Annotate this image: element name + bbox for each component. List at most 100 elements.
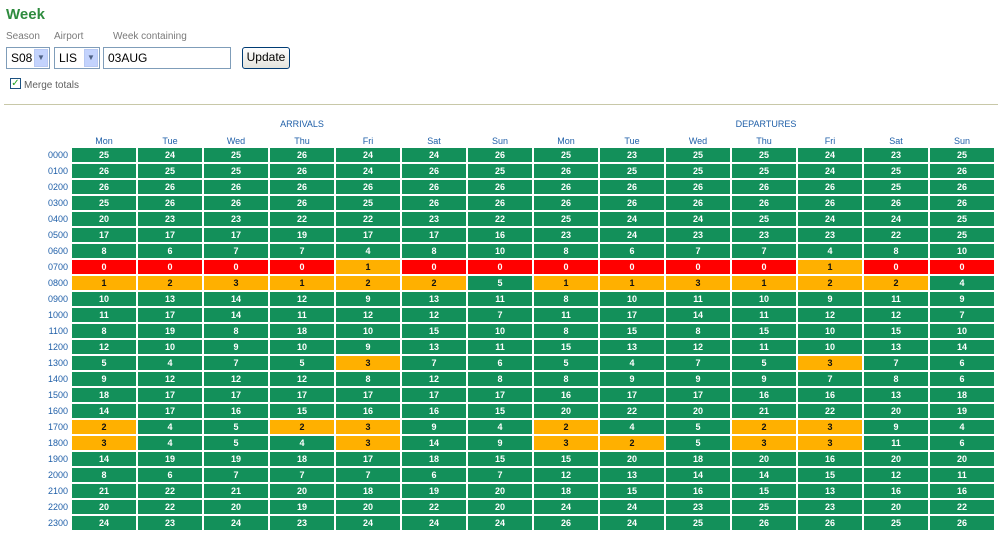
slot-cell: 4 <box>798 244 862 258</box>
slot-cell: 12 <box>864 468 928 482</box>
airport-select[interactable]: LIS ▼ <box>54 47 100 69</box>
slot-cell: 9 <box>72 372 136 386</box>
slot-cell: 10 <box>336 324 400 338</box>
season-select[interactable]: S08 ▼ <box>6 47 50 69</box>
slot-cell: 0 <box>138 260 202 274</box>
slot-cell: 26 <box>930 196 994 210</box>
slot-cell: 0 <box>666 260 730 274</box>
slot-cell: 18 <box>534 484 598 498</box>
slot-cell: 7 <box>732 244 796 258</box>
day-header: Fri <box>362 135 374 146</box>
slot-cell: 12 <box>402 372 466 386</box>
update-button[interactable]: Update <box>242 47 290 69</box>
slot-cell: 26 <box>204 180 268 194</box>
slot-cell: 14 <box>732 468 796 482</box>
slot-cell: 10 <box>468 324 532 338</box>
table-row: 0600 8 6 7 7 4 8 10 8 6 7 7 4 8 10 <box>40 244 994 258</box>
slot-cell: 2 <box>600 436 664 450</box>
slot-cell: 15 <box>732 324 796 338</box>
slot-cell: 8 <box>864 244 928 258</box>
table-row: 0000 25 24 25 26 24 24 26 25 23 25 25 24 23 25 <box>40 148 994 162</box>
table-row: 0200 26 26 26 26 26 26 26 26 26 26 26 26 25 26 <box>40 180 994 194</box>
slot-cell: 4 <box>336 244 400 258</box>
slot-cell: 18 <box>666 452 730 466</box>
slot-cell: 7 <box>336 468 400 482</box>
day-header: Tue <box>624 135 640 146</box>
time-label: 0800 <box>47 278 68 288</box>
slot-cell: 24 <box>402 148 466 162</box>
slot-cell: 16 <box>336 404 400 418</box>
slot-cell: 11 <box>468 340 532 354</box>
slot-cell: 8 <box>534 292 598 306</box>
slot-cell: 13 <box>798 484 862 498</box>
season-label: Season <box>6 31 40 42</box>
merge-totals-checkbox[interactable]: ✓ <box>10 78 21 89</box>
slot-cell: 3 <box>666 276 730 290</box>
slot-cell: 0 <box>72 260 136 274</box>
slot-cell: 12 <box>336 308 400 322</box>
slot-cell: 2 <box>798 276 862 290</box>
table-row: 1800 3 4 5 4 3 14 9 3 2 5 3 3 11 6 <box>40 436 994 450</box>
slot-cell: 26 <box>534 196 598 210</box>
slot-cell: 7 <box>204 468 268 482</box>
slot-cell: 23 <box>732 228 796 242</box>
slot-cell: 16 <box>798 452 862 466</box>
slot-cell: 7 <box>468 308 532 322</box>
time-label: 2300 <box>47 518 68 528</box>
day-header: Wed <box>688 135 708 146</box>
slot-cell: 0 <box>600 260 664 274</box>
slot-cell: 17 <box>72 228 136 242</box>
slot-cell: 19 <box>138 452 202 466</box>
day-header: Thu <box>756 135 772 146</box>
chevron-down-icon[interactable]: ▼ <box>84 49 98 67</box>
day-header: Mon <box>95 135 113 146</box>
slot-cell: 17 <box>204 388 268 402</box>
slot-cell: 17 <box>138 388 202 402</box>
slot-cell: 4 <box>930 420 994 434</box>
slot-cell: 2 <box>336 276 400 290</box>
slot-cell: 24 <box>864 212 928 226</box>
slot-cell: 21 <box>732 404 796 418</box>
slot-cell: 9 <box>402 420 466 434</box>
week-input[interactable]: 03AUG <box>103 47 231 69</box>
slot-cell: 8 <box>864 372 928 386</box>
slot-cell: 16 <box>534 388 598 402</box>
day-header: Tue <box>162 135 178 146</box>
slot-cell: 12 <box>666 340 730 354</box>
slot-cell: 26 <box>204 196 268 210</box>
slot-cell: 21 <box>204 484 268 498</box>
slot-cell: 7 <box>666 356 730 370</box>
slot-cell: 26 <box>270 164 334 178</box>
slot-cell: 8 <box>534 324 598 338</box>
slot-cell: 10 <box>930 244 994 258</box>
slot-cell: 16 <box>402 404 466 418</box>
slot-cell: 26 <box>732 180 796 194</box>
slot-cell: 26 <box>270 148 334 162</box>
slot-cell: 13 <box>864 388 928 402</box>
slot-cell: 17 <box>402 388 466 402</box>
slot-cell: 19 <box>138 324 202 338</box>
slot-cell: 5 <box>666 420 730 434</box>
slot-cell: 25 <box>930 148 994 162</box>
slot-cell: 26 <box>270 180 334 194</box>
slot-cell: 23 <box>138 212 202 226</box>
chevron-down-icon[interactable]: ▼ <box>34 49 48 67</box>
slot-cell: 3 <box>72 436 136 450</box>
slot-cell: 26 <box>534 516 598 530</box>
slot-cell: 12 <box>270 372 334 386</box>
slot-cell: 0 <box>534 260 598 274</box>
slot-cell: 15 <box>534 340 598 354</box>
slot-cell: 5 <box>270 356 334 370</box>
slot-cell: 13 <box>402 340 466 354</box>
slot-cell: 3 <box>204 276 268 290</box>
time-label: 1900 <box>47 454 68 464</box>
slot-cell: 10 <box>798 324 862 338</box>
slot-cell: 5 <box>666 436 730 450</box>
slot-cell: 2 <box>534 420 598 434</box>
slot-cell: 26 <box>72 164 136 178</box>
slot-cell: 3 <box>798 436 862 450</box>
slot-cell: 25 <box>336 196 400 210</box>
slot-cell: 10 <box>600 292 664 306</box>
slot-cell: 23 <box>798 228 862 242</box>
slot-cell: 24 <box>336 148 400 162</box>
